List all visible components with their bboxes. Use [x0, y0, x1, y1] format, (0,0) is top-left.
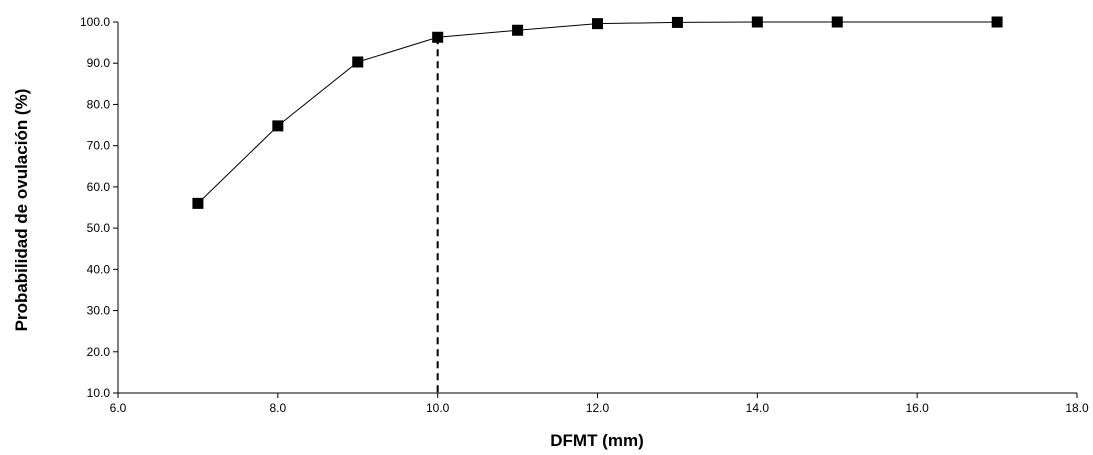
- x-tick-label: 10.0: [426, 401, 450, 415]
- y-ticks: 10.0 20.0 30.0 40.0 50.0 60.0 70.0 80.0 90.0 100.…: [80, 15, 118, 400]
- y-tick-label: 90.0: [87, 56, 111, 70]
- y-tick-label: 50.0: [87, 221, 111, 235]
- plot-area: 10.0 20.0 30.0 40.0 50.0 60.0 70.0 80.0 90.0 100.…: [80, 15, 1089, 415]
- x-tick-label: 14.0: [746, 401, 770, 415]
- data-point-marker: [751, 16, 763, 28]
- x-tick-label: 12.0: [586, 401, 610, 415]
- y-tick-label: 10.0: [87, 386, 111, 400]
- y-tick-label: 70.0: [87, 139, 111, 153]
- y-axis-title: Probabilidad de ovulación (%): [12, 89, 31, 332]
- x-tick-label: 16.0: [905, 401, 929, 415]
- x-tick-label: 6.0: [110, 401, 127, 415]
- series-markers: [192, 16, 1003, 209]
- y-tick-label: 80.0: [87, 97, 111, 111]
- data-point-marker: [592, 18, 603, 30]
- data-point-marker: [831, 16, 843, 28]
- data-point-marker: [432, 31, 444, 43]
- data-point-marker: [192, 197, 204, 209]
- y-tick-label: 40.0: [87, 262, 111, 276]
- data-point-marker: [512, 24, 524, 36]
- data-point-marker: [991, 16, 1003, 28]
- data-point-marker: [671, 16, 683, 28]
- x-tick-label: 18.0: [1065, 401, 1089, 415]
- y-tick-label: 20.0: [87, 345, 111, 359]
- y-tick-label: 30.0: [87, 304, 111, 318]
- series-line: [197, 21, 998, 204]
- data-point-marker: [272, 120, 284, 132]
- y-tick-label: 60.0: [87, 180, 111, 194]
- y-tick-label: 100.0: [80, 15, 110, 29]
- x-ticks: 6.0 8.0 10.0 12.0 14.0 16.0 18.0: [110, 393, 1089, 415]
- data-point-marker: [352, 56, 364, 68]
- x-tick-label: 8.0: [269, 401, 286, 415]
- x-axis-title: DFMT (mm): [550, 431, 643, 450]
